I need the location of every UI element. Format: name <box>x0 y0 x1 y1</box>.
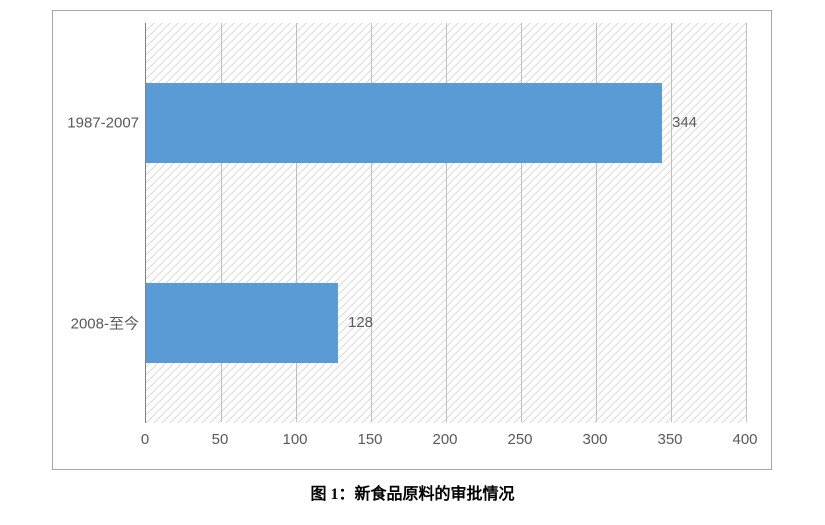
chart-frame: 344 128 1987-2007 2008-至今 0 50 100 150 200 250 3… <box>52 10 772 470</box>
caption-text: 新食品原料的审批情况 <box>355 486 515 503</box>
chart-caption: 图 1：新食品原料的审批情况 <box>0 480 825 504</box>
bar-value-label: 344 <box>672 114 697 131</box>
grid-line <box>671 23 672 422</box>
caption-prefix: 图 1： <box>310 486 354 503</box>
x-axis-tick: 350 <box>657 431 682 448</box>
x-axis-tick: 50 <box>212 431 229 448</box>
x-axis-tick: 100 <box>282 431 307 448</box>
x-axis-tick: 200 <box>432 431 457 448</box>
x-axis-tick: 250 <box>507 431 532 448</box>
bar <box>146 283 338 363</box>
grid-line <box>746 23 747 422</box>
x-axis-tick: 400 <box>732 431 757 448</box>
y-axis-label: 1987-2007 <box>49 115 139 132</box>
bar <box>146 83 662 163</box>
bar-value-label: 128 <box>348 314 373 331</box>
y-axis-label: 2008-至今 <box>49 313 139 334</box>
x-axis-tick: 0 <box>141 431 149 448</box>
x-axis-tick: 300 <box>582 431 607 448</box>
plot-area: 344 128 <box>145 23 745 423</box>
x-axis-tick: 150 <box>357 431 382 448</box>
